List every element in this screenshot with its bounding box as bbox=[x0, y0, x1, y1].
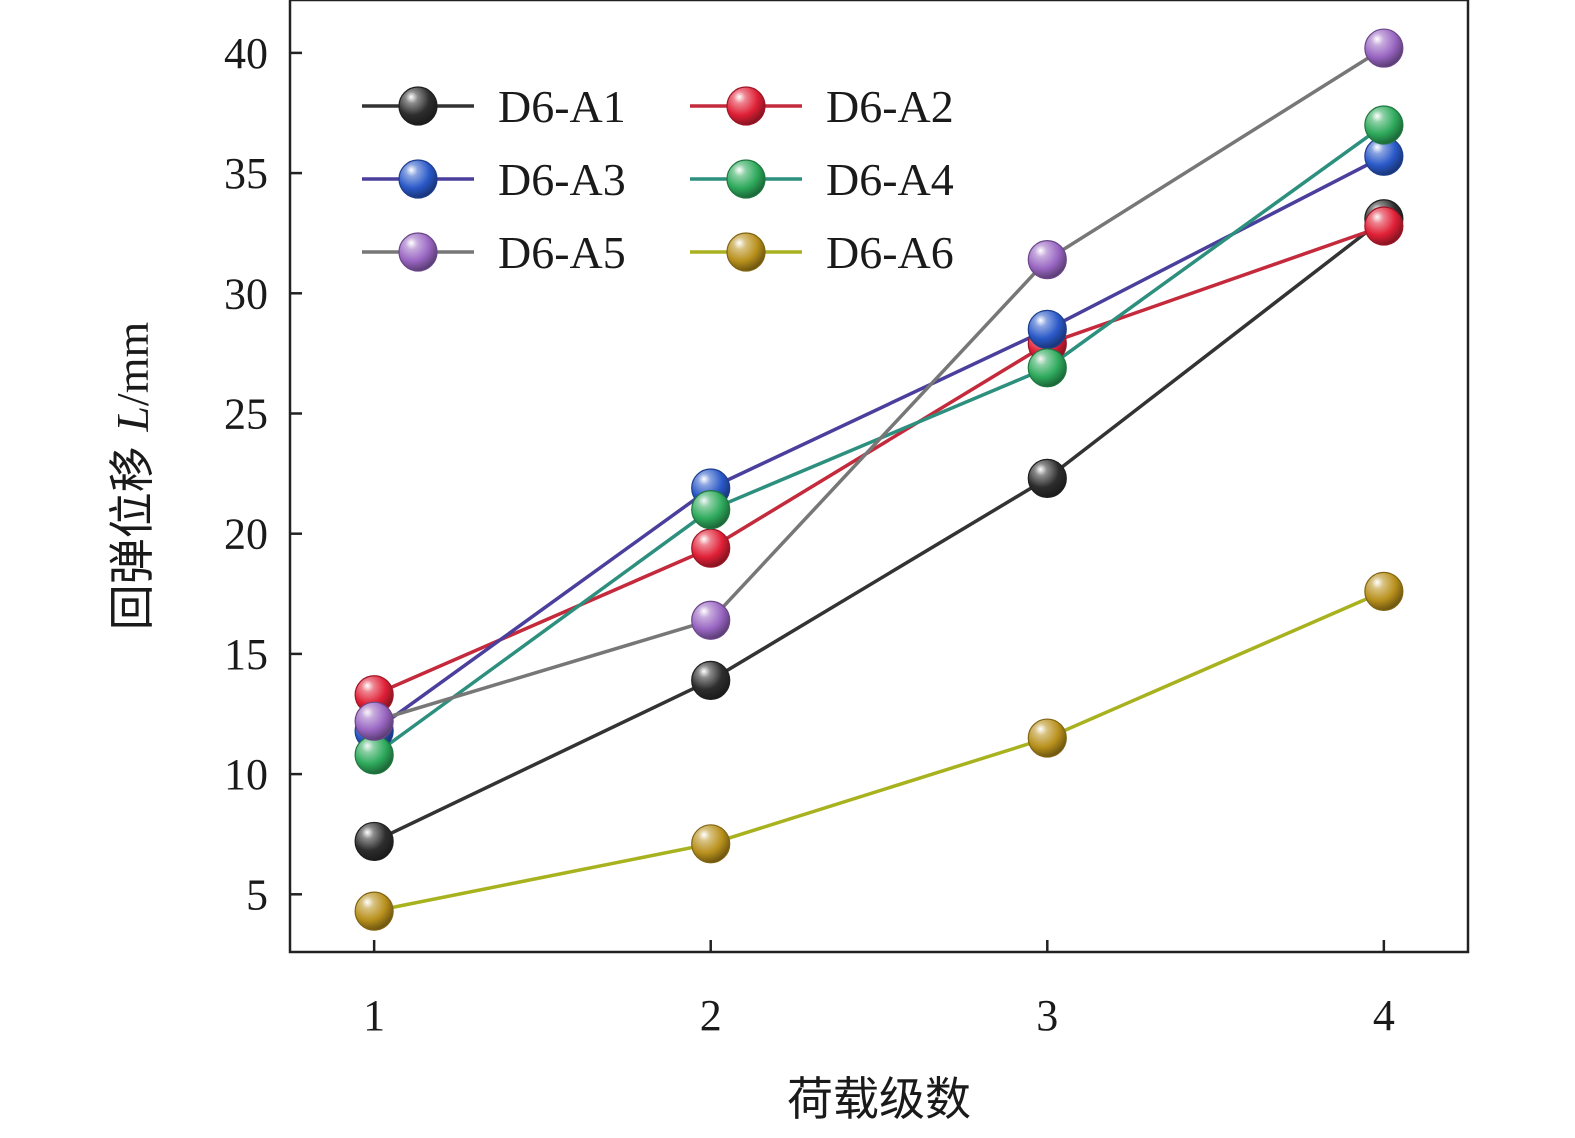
legend: D6-A1 D6-A2 D6-A3 D6-A4 D6-A5 D6-A6 bbox=[362, 81, 954, 278]
data-point-d6-a6 bbox=[1364, 571, 1404, 611]
data-point-d6-a4 bbox=[354, 735, 394, 775]
y-tick-label: 20 bbox=[224, 510, 268, 559]
series-line-d6-a5 bbox=[373, 46, 1385, 723]
legend-label-d6-a5: D6-A5 bbox=[498, 227, 626, 278]
data-point-d6-a1 bbox=[354, 821, 394, 862]
y-tick-label: 35 bbox=[224, 149, 268, 198]
y-tick-label: 5 bbox=[246, 870, 268, 919]
data-point-d6-a1 bbox=[691, 660, 731, 700]
series-line-d6-a3 bbox=[373, 154, 1385, 733]
data-point-d6-a4 bbox=[1364, 105, 1404, 145]
legend-marker-d6-a4 bbox=[726, 159, 766, 199]
plot-frame bbox=[288, 0, 1470, 954]
x-tick-label: 1 bbox=[363, 991, 385, 1040]
legend-marker-d6-a3 bbox=[398, 159, 438, 199]
legend-marker-d6-a6 bbox=[726, 232, 766, 272]
legend-label-d6-a6: D6-A6 bbox=[826, 227, 954, 278]
data-point-d6-a5 bbox=[354, 701, 394, 741]
x-axis-label: 荷载级数 bbox=[787, 1072, 971, 1126]
series-lines bbox=[373, 46, 1385, 913]
x-tick-label: 4 bbox=[1373, 991, 1395, 1040]
y-axis-label-unit: /mm bbox=[107, 322, 158, 407]
data-point-d6-a3 bbox=[1027, 309, 1067, 349]
y-tick-label: 40 bbox=[224, 29, 268, 78]
legend-marker-d6-a1 bbox=[398, 86, 438, 126]
y-axis-label-prefix: 回弹位移 bbox=[105, 432, 159, 631]
data-point-d6-a4 bbox=[691, 490, 731, 530]
data-point-d6-a2 bbox=[691, 528, 731, 568]
y-tick-label: 25 bbox=[224, 389, 268, 438]
data-point-d6-a6 bbox=[1027, 718, 1067, 758]
legend-marker-d6-a2 bbox=[726, 86, 766, 126]
series-line-d6-a6 bbox=[373, 589, 1385, 913]
series-line-d6-a1 bbox=[373, 217, 1385, 843]
legend-label-d6-a3: D6-A3 bbox=[498, 154, 626, 205]
data-point-d6-a5 bbox=[691, 600, 731, 640]
y-axis-label: 回弹位移 L/mm bbox=[105, 322, 159, 631]
legend-label-d6-a2: D6-A2 bbox=[826, 81, 954, 132]
legend-label-d6-a1: D6-A1 bbox=[498, 81, 626, 132]
data-point-d6-a6 bbox=[354, 891, 394, 931]
series-line-d6-a2 bbox=[373, 224, 1385, 697]
data-point-d6-a2 bbox=[1364, 206, 1404, 246]
data-point-d6-a5 bbox=[1364, 28, 1404, 68]
data-point-d6-a4 bbox=[1027, 348, 1067, 388]
x-axis-ticks: 1 2 3 4 bbox=[363, 940, 1395, 1040]
legend-label-d6-a4: D6-A4 bbox=[826, 154, 954, 205]
legend-marker-d6-a5 bbox=[398, 232, 438, 272]
series-markers bbox=[354, 28, 1404, 931]
y-axis-label-symbol: L bbox=[107, 406, 158, 433]
x-tick-label: 3 bbox=[1036, 991, 1058, 1040]
data-point-d6-a1 bbox=[1027, 458, 1067, 499]
x-tick-label: 2 bbox=[700, 991, 722, 1040]
data-point-d6-a6 bbox=[691, 824, 731, 864]
y-tick-label: 30 bbox=[224, 269, 268, 318]
y-tick-label: 10 bbox=[224, 750, 268, 799]
data-point-d6-a5 bbox=[1027, 240, 1067, 280]
y-tick-label: 15 bbox=[224, 630, 268, 679]
y-axis-ticks: 5 10 15 20 25 30 35 40 bbox=[224, 29, 302, 919]
